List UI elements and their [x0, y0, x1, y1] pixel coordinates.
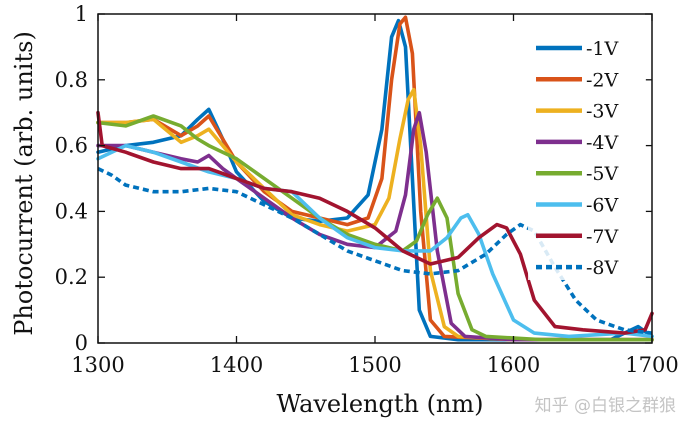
legend: -1V -2V -3V -4V -5V -6V -7V -8V [528, 32, 646, 280]
legend-label: -6V [586, 195, 619, 217]
y-tick-label: 0.6 [55, 134, 88, 158]
ticks-layer: 1300 1400 1500 1600 1700 0 0.2 0.4 0.6 0.8 1 [55, 2, 679, 377]
y-tick-label: 1 [75, 2, 88, 26]
legend-background [528, 32, 646, 280]
legend-label: -3V [586, 101, 619, 123]
x-tick-label: 1500 [348, 353, 401, 377]
x-tick-label: 1700 [625, 353, 678, 377]
legend-label: -7V [586, 226, 619, 248]
x-tick-label: 1300 [71, 353, 124, 377]
series-line-minus8V [97, 166, 653, 335]
y-axis-label: Photocurrent (arb. units) [10, 31, 38, 336]
y-tick-label: 0.2 [55, 265, 88, 289]
y-tick-label: 0 [75, 331, 88, 355]
series-line-minus7V [96, 110, 654, 335]
series-line-minus4V [96, 110, 654, 342]
watermark-text: 知乎 @白银之群狼 [535, 396, 676, 416]
y-tick-label: 0.4 [55, 199, 88, 223]
legend-label: -1V [586, 38, 619, 60]
legend-label: -8V [586, 257, 619, 279]
y-tick-label: 0.8 [55, 68, 88, 92]
series-line-minus3V [96, 87, 654, 342]
legend-label: -2V [586, 69, 619, 91]
series-layer [96, 15, 654, 342]
x-tick-label: 1400 [210, 353, 263, 377]
x-axis-label: Wavelength (nm) [276, 390, 483, 418]
legend-label: -5V [586, 163, 619, 185]
series-line-minus2V [96, 15, 654, 342]
series-line-minus5V [96, 114, 654, 342]
legend-label: -4V [586, 132, 619, 154]
x-tick-label: 1600 [487, 353, 540, 377]
